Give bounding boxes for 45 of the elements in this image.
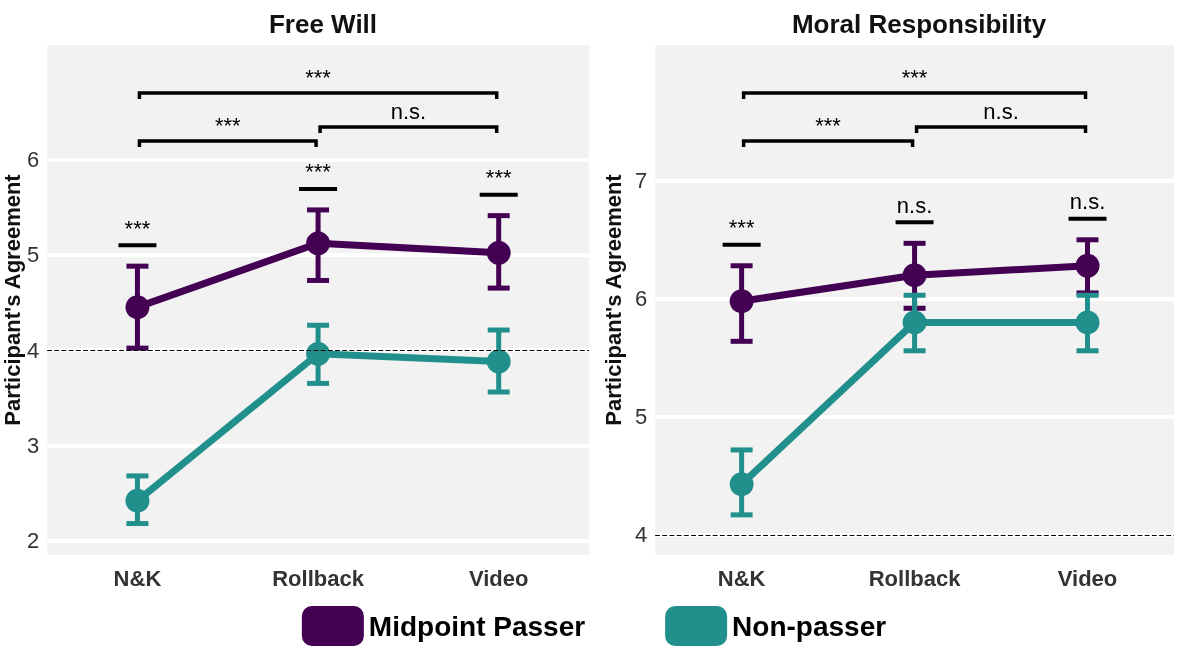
annotation: *** bbox=[214, 112, 242, 138]
annotation: *** bbox=[485, 165, 512, 191]
legend-label: Midpoint Passer bbox=[368, 610, 586, 642]
y-tick-label: 3 bbox=[26, 432, 40, 458]
annotation: *** bbox=[728, 215, 755, 241]
annotation: *** bbox=[124, 215, 151, 241]
y-tick-label: 6 bbox=[26, 146, 40, 172]
y-tick-label: 4 bbox=[634, 522, 648, 548]
legend-label: Non-passer bbox=[732, 610, 887, 642]
y-tick-label: 5 bbox=[634, 404, 648, 430]
y-tick-label: 4 bbox=[26, 337, 40, 363]
annotation: n.s. bbox=[896, 192, 933, 218]
x-tick-label: Video bbox=[1057, 565, 1118, 591]
point bbox=[729, 472, 754, 497]
annotation: *** bbox=[305, 159, 332, 185]
x-tick-label: N&K bbox=[113, 565, 162, 591]
x-tick-label: Video bbox=[468, 565, 529, 591]
y-tick-label: 2 bbox=[26, 528, 40, 554]
y-axis-title: Participant's Agreement bbox=[600, 173, 626, 426]
point bbox=[125, 295, 150, 320]
y-tick-label: 5 bbox=[26, 242, 40, 268]
point bbox=[306, 341, 331, 366]
point bbox=[486, 240, 511, 265]
point bbox=[306, 231, 331, 256]
point bbox=[902, 263, 927, 288]
annotation: *** bbox=[901, 64, 928, 90]
annotation: n.s. bbox=[390, 98, 427, 124]
point bbox=[902, 310, 927, 335]
y-tick-label: 7 bbox=[634, 168, 648, 194]
chart-title: Moral Responsibility bbox=[791, 9, 1047, 39]
point bbox=[486, 349, 511, 374]
annotation: *** bbox=[815, 112, 842, 138]
y-tick-label: 6 bbox=[634, 286, 648, 312]
point bbox=[1075, 253, 1100, 278]
x-tick-label: Rollback bbox=[868, 565, 962, 591]
x-tick-label: N&K bbox=[717, 565, 766, 591]
annotation: n.s. bbox=[983, 98, 1019, 124]
point bbox=[729, 289, 754, 314]
point bbox=[1075, 310, 1100, 335]
y-axis-title: Participant's Agreement bbox=[0, 173, 25, 426]
chart-title: Free Will bbox=[268, 9, 378, 39]
annotation: n.s. bbox=[1069, 189, 1106, 215]
point bbox=[125, 488, 150, 513]
annotation: *** bbox=[305, 64, 332, 90]
x-tick-label: Rollback bbox=[272, 565, 365, 591]
